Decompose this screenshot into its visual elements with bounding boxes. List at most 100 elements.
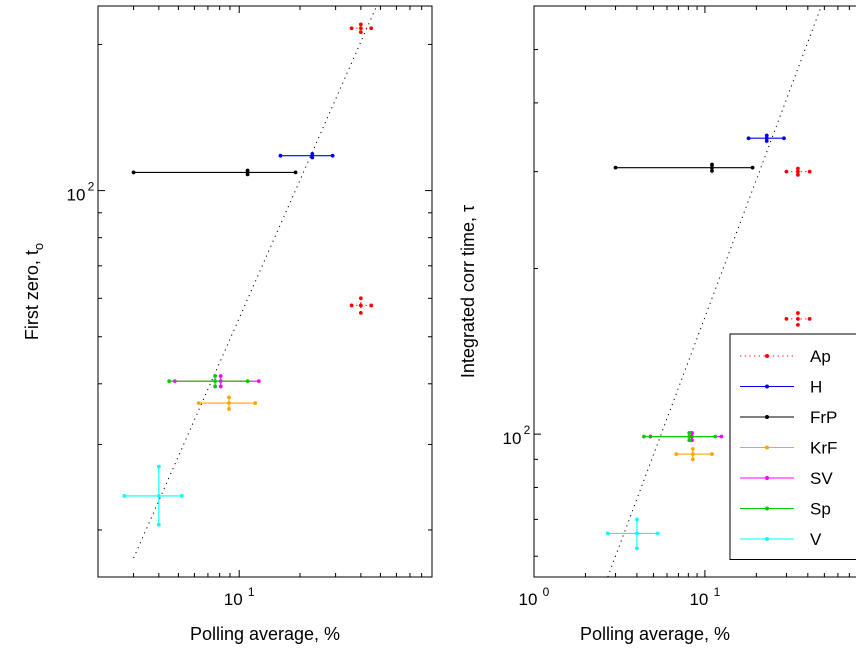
legend-frp-label: FrP [810,408,837,427]
legend-frp-swatch-marker [765,415,769,419]
right-frp-cap-0-3 [710,162,714,167]
left-sv-cap-0-2 [218,384,223,389]
right-sv-cap-0-3 [690,431,694,435]
right-h-cap-0-3 [764,133,769,138]
left-y-axis-label: First zero, to [22,243,46,340]
left-sp-point-0 [213,379,218,384]
left-plot-area [122,6,378,559]
right-sv-cap-0-2 [690,438,694,443]
right-ap-cap-0-3 [795,166,800,171]
right-v-cap-0-3 [634,517,639,522]
right-ap-cap-1-0 [784,316,789,321]
legend-krf-label: KrF [810,439,837,458]
left-x-axis-label: Polling average, % [190,624,340,644]
left-krf-cap-0-1 [253,401,258,406]
left-ap-cap-1-0 [349,303,354,308]
left-krf-cap-0-2 [227,407,231,411]
left-sp-cap-0-1 [245,379,250,384]
right-legend: Ap H FrP KrF SV Sp V [729,333,856,560]
right-v-cap-0-1 [655,531,660,536]
right-h-cap-0-0 [746,136,751,141]
right-ap-cap-0-0 [784,169,789,174]
left-ap-cap-0-1 [369,26,374,31]
right-krf-cap-0-2 [690,457,695,462]
legend-v-swatch-marker [765,537,769,541]
left-v-cap-0-1 [179,494,184,498]
legend-h-label: H [810,378,822,397]
right-krf-cap-0-1 [710,452,714,456]
left-ap-cap-0-3 [358,22,363,27]
right-v-cap-0-2 [634,546,639,551]
legend-sv-label: SV [810,469,833,488]
legend-sp-label: Sp [810,500,831,519]
right-ap-point-0 [795,169,800,174]
right-sp-cap-0-3 [687,431,692,435]
left-ap-cap-0-2 [358,30,363,35]
legend-h-swatch-marker [765,384,769,389]
right-x-tick-label: 10 [519,590,538,609]
left-krf-cap-0-3 [227,395,231,400]
right-y-tick-label: 10 [503,429,522,448]
right-x-tick-label-exponent: 0 [543,585,550,599]
right-v-point-0 [634,531,639,536]
left-v-cap-0-3 [156,464,161,469]
right-frp-cap-0-0 [613,165,618,170]
right-y-axis-label: Integrated corr time, τ [458,205,478,378]
right-plot-area [605,6,822,577]
right-v-cap-0-0 [605,531,610,536]
right-ap-cap-1-2 [795,322,800,327]
left-v-point-0 [156,494,161,498]
right-x-tick-label-exponent: 1 [714,585,721,599]
right-ap-cap-0-1 [807,169,812,174]
right-sp-point-0 [687,434,692,439]
left-frp-cap-0-0 [131,170,136,175]
right-h-cap-0-1 [782,136,786,141]
left-y-tick-label: 10 [67,186,86,205]
left-ap-cap-1-1 [369,303,374,308]
right-krf-cap-0-0 [674,452,679,456]
left-v-cap-0-2 [156,522,161,527]
right-sp-cap-0-2 [687,438,692,443]
right-frp-point-0 [710,165,714,170]
right-sv-cap-0-1 [719,434,724,439]
legend-krf-swatch-marker [765,445,769,450]
right-sp-cap-0-1 [713,434,718,439]
right-ap-cap-1-3 [795,311,800,315]
left-sv-cap-0-1 [256,379,261,384]
right-x-axis-label: Polling average, % [580,624,730,644]
left-y-tick-label-exponent: 2 [88,180,95,194]
legend-v-label: V [810,530,822,549]
right-frp-cap-0-2 [710,168,714,173]
left-sp-cap-0-3 [213,374,218,378]
left-sp-cap-0-0 [167,379,172,384]
left-sp-cap-0-2 [213,384,218,389]
right-h-point-0 [764,136,769,141]
right-krf-cap-0-3 [690,447,695,451]
legend-ap-label: Ap [810,347,831,366]
right-ap-cap-0-2 [795,172,800,177]
right-ap-cap-1-1 [807,316,812,321]
left-frp-cap-0-1 [293,170,298,175]
left-krf-cap-0-0 [196,401,201,406]
legend-ap-swatch-marker [765,354,769,358]
right-ap-point-1 [795,316,800,321]
left-frp-point-0 [245,170,250,175]
legend-sv-swatch-marker [765,476,769,480]
left-ap-cap-0-0 [349,26,354,31]
left-sv-cap-0-3 [218,374,223,378]
left-ap-cap-1-2 [358,310,363,315]
left-v-cap-0-0 [122,494,127,498]
right-frp-cap-0-1 [750,165,755,170]
legend-sp-swatch-marker [765,506,769,511]
left-y-axis-label-subscript: o [31,243,46,250]
left-h-point-0 [310,153,315,158]
right-y-tick-label-exponent: 2 [524,423,531,437]
left-x-tick-label: 10 [224,590,243,609]
left-h-cap-0-0 [278,153,283,158]
left-ap-cap-1-3 [358,296,363,301]
right-sp-cap-0-0 [642,434,646,439]
right-fit-line [607,6,822,577]
